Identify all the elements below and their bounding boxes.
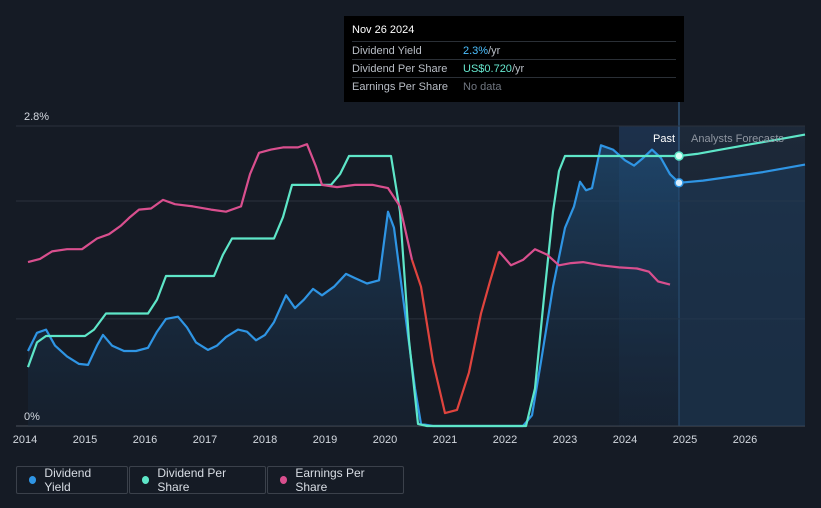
earnings-per-share-line (27, 143, 414, 264)
dividend-per-share-forecast-line (678, 133, 806, 158)
dividend-per-share-line (26, 154, 679, 428)
dividend-yield-forecast-area (679, 164, 805, 426)
tooltip-value: 2.3% (463, 44, 489, 57)
tooltip-unit: /yr (488, 44, 501, 57)
tooltip-date: Nov 26 2024 (352, 24, 415, 36)
x-tick-label: 2017 (193, 434, 217, 446)
tooltip-label: Earnings Per Share (352, 80, 448, 93)
dividend-yield-marker (674, 178, 684, 188)
x-tick-label: 2022 (493, 434, 517, 446)
x-tick-label: 2023 (553, 434, 577, 446)
earnings-per-share-line (498, 248, 671, 286)
y-tick-label: 0% (24, 411, 40, 423)
tooltip-unit: /yr (511, 62, 525, 75)
x-tick-label: 2019 (313, 434, 337, 446)
dividend-yield-area (28, 145, 679, 427)
tooltip-row-dividend-yield: Dividend Yield 2.3% /yr (352, 41, 676, 59)
tooltip-row-earnings-per-share: Earnings Per Share No data (352, 77, 676, 95)
legend-dividend-yield[interactable]: Dividend Yield (16, 466, 128, 494)
x-tick-label: 2024 (613, 434, 637, 446)
x-tick-label: 2021 (433, 434, 457, 446)
x-tick-label: 2015 (73, 434, 97, 446)
tooltip-label: Dividend Yield (352, 44, 422, 57)
legend-label: Earnings Per Share (295, 466, 365, 494)
dividend-yield-line (27, 144, 680, 428)
tooltip-value: US$0.720 (463, 62, 512, 75)
earnings-per-share-line (410, 251, 501, 415)
x-tick-label: 2018 (253, 434, 277, 446)
legend-earnings-per-share[interactable]: Earnings Per Share (267, 466, 404, 494)
tooltip: Nov 26 2024 Dividend Yield 2.3% /yr Divi… (344, 16, 684, 102)
dividend-yield-forecast-line (678, 163, 806, 184)
forecast-label: Analysts Forecasts (691, 133, 784, 145)
legend-label: Dividend Per Share (157, 466, 227, 494)
tooltip-value: No data (463, 80, 502, 93)
tooltip-label: Dividend Per Share (352, 62, 448, 75)
legend-dot-icon (29, 476, 37, 484)
past-label: Past (653, 133, 675, 145)
legend-label: Dividend Yield (44, 466, 92, 494)
legend-dot-icon (280, 476, 288, 484)
x-tick-label: 2016 (133, 434, 157, 446)
dividend-per-share-marker (674, 151, 684, 161)
tooltip-row-dividend-per-share: Dividend Per Share US$0.720 /yr (352, 59, 676, 77)
x-tick-label: 2025 (673, 434, 697, 446)
y-tick-label: 2.8% (24, 111, 49, 123)
legend-dividend-per-share[interactable]: Dividend Per Share (129, 466, 266, 494)
x-tick-label: 2014 (13, 434, 37, 446)
x-tick-label: 2020 (373, 434, 397, 446)
x-tick-label: 2026 (733, 434, 757, 446)
legend-dot-icon (142, 476, 150, 484)
